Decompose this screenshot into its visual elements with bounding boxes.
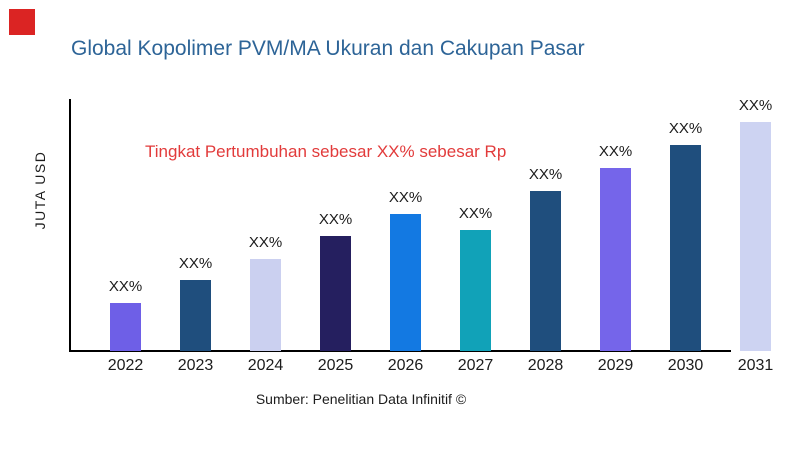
bar-value-label-2029: XX% (598, 143, 633, 160)
x-tick-2026: 2026 (387, 357, 424, 374)
bar-2024 (250, 259, 281, 351)
bar-value-label-2024: XX% (248, 234, 283, 251)
bar-2028 (530, 191, 561, 351)
x-axis-line (69, 350, 731, 352)
bar-value-label-2031: XX% (738, 97, 773, 114)
x-tick-2027: 2027 (457, 357, 494, 374)
source-note: Sumber: Penelitian Data Infinitif © (255, 391, 467, 407)
bar-value-label-2025: XX% (318, 211, 353, 228)
chart-title: Global Kopolimer PVM/MA Ukuran dan Cakup… (71, 37, 585, 60)
x-tick-2028: 2028 (527, 357, 564, 374)
x-tick-2025: 2025 (317, 357, 354, 374)
bar-2027 (460, 230, 491, 351)
bar-2026 (390, 214, 421, 351)
bar-value-label-2026: XX% (388, 189, 423, 206)
x-tick-2022: 2022 (107, 357, 144, 374)
bar-2025 (320, 236, 351, 351)
x-tick-2029: 2029 (597, 357, 634, 374)
growth-rate-annotation: Tingkat Pertumbuhan sebesar XX% sebesar … (145, 142, 507, 161)
bar-value-label-2022: XX% (108, 278, 143, 295)
bar-2022 (110, 303, 141, 351)
y-axis-title: JUTA USD (32, 150, 48, 230)
bar-2031 (740, 122, 771, 351)
bar-value-label-2023: XX% (178, 255, 213, 272)
bar-2029 (600, 168, 631, 351)
bar-value-label-2027: XX% (458, 205, 493, 222)
bar-value-label-2030: XX% (668, 120, 703, 137)
bar-2023 (180, 280, 211, 351)
bar-2030 (670, 145, 701, 351)
x-tick-2024: 2024 (247, 357, 284, 374)
x-tick-2030: 2030 (667, 357, 704, 374)
x-tick-2031: 2031 (737, 357, 774, 374)
x-tick-2023: 2023 (177, 357, 214, 374)
bar-value-label-2028: XX% (528, 166, 563, 183)
y-axis-line (69, 99, 71, 352)
red-square-marker (9, 9, 35, 35)
